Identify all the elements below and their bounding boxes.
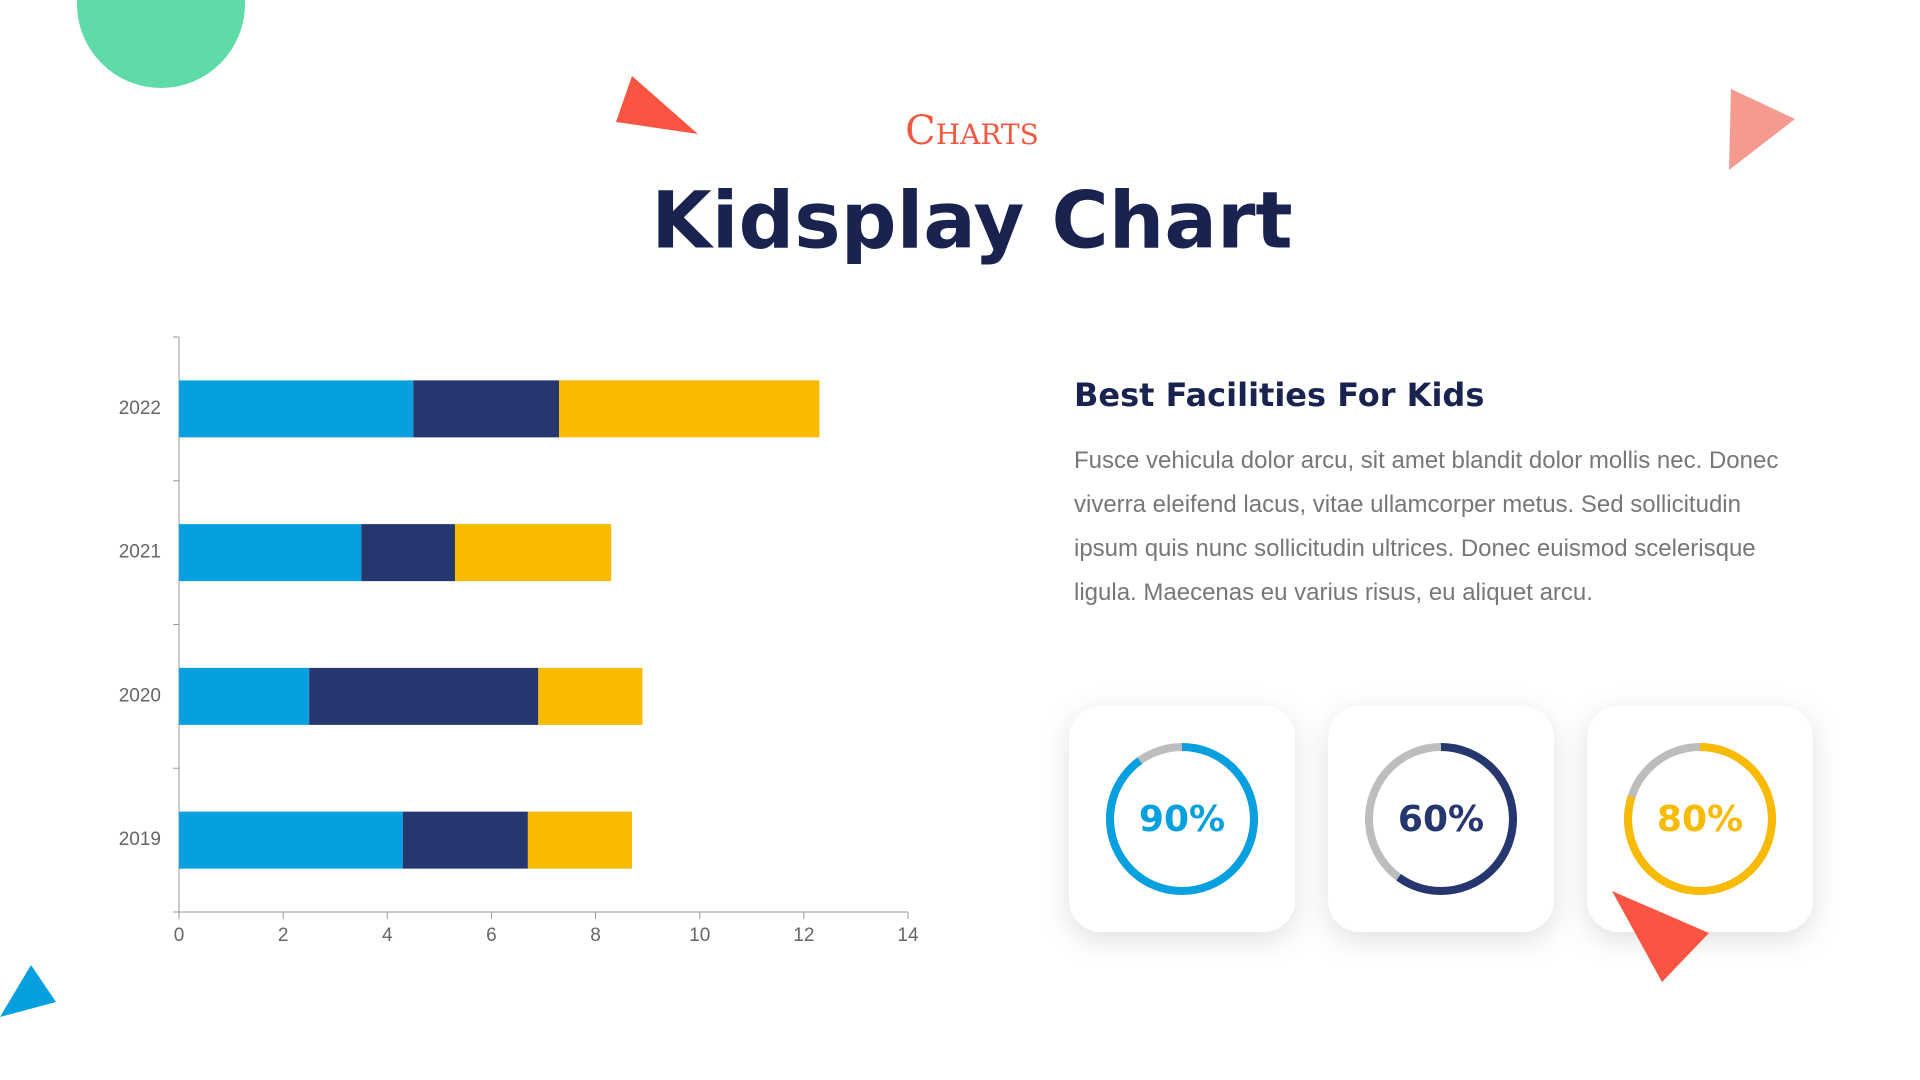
bar-segment <box>413 380 560 438</box>
decor-triangle <box>0 965 56 1017</box>
y-tick-label: 2021 <box>119 542 161 563</box>
x-tick-label: 14 <box>897 925 919 946</box>
x-tick-label: 6 <box>486 925 497 946</box>
bar-segment <box>179 524 362 582</box>
ring-label: 90% <box>1139 799 1225 840</box>
body-text: Fusce vehicula dolor arcu, sit amet blan… <box>1074 447 1779 606</box>
decor-circle <box>77 0 245 88</box>
ring-progress <box>1365 743 1517 895</box>
card <box>1587 706 1813 932</box>
decor-triangle <box>616 76 698 134</box>
y-tick-label: 2020 <box>119 685 161 706</box>
y-tick-label: 2019 <box>119 829 161 850</box>
ring-label: 60% <box>1398 799 1484 840</box>
ring-progress <box>1106 743 1258 895</box>
x-tick-label: 10 <box>689 925 710 946</box>
bar-segment <box>179 811 403 869</box>
bar-segment <box>309 667 539 725</box>
y-tick-label: 2022 <box>119 398 161 419</box>
kicker: Charts <box>905 108 1039 154</box>
ring-label: 80% <box>1657 799 1743 840</box>
cards: 90% 60% 80% <box>1069 706 1813 932</box>
bar-segment <box>402 811 528 869</box>
ring-progress <box>1624 743 1776 895</box>
x-tick-label: 0 <box>174 925 185 946</box>
bar-segment <box>361 524 455 582</box>
x-tick-label: 8 <box>590 925 601 946</box>
x-tick-label: 2 <box>278 925 289 946</box>
bar-segment <box>527 811 633 869</box>
decor-triangle <box>1612 891 1709 982</box>
card <box>1069 706 1295 932</box>
title: Kidsplay Chart <box>651 176 1292 266</box>
x-tick-label: 4 <box>382 925 393 946</box>
heading: Best Facilities For Kids <box>1074 376 1484 414</box>
decor-triangle <box>1729 89 1795 170</box>
bar-segment <box>179 380 414 438</box>
card <box>1328 706 1554 932</box>
bar-segment <box>179 667 310 725</box>
bar-segment <box>559 380 820 438</box>
x-tick-label: 12 <box>793 925 814 946</box>
bar-segment <box>538 667 643 725</box>
bar-segment <box>454 524 612 582</box>
